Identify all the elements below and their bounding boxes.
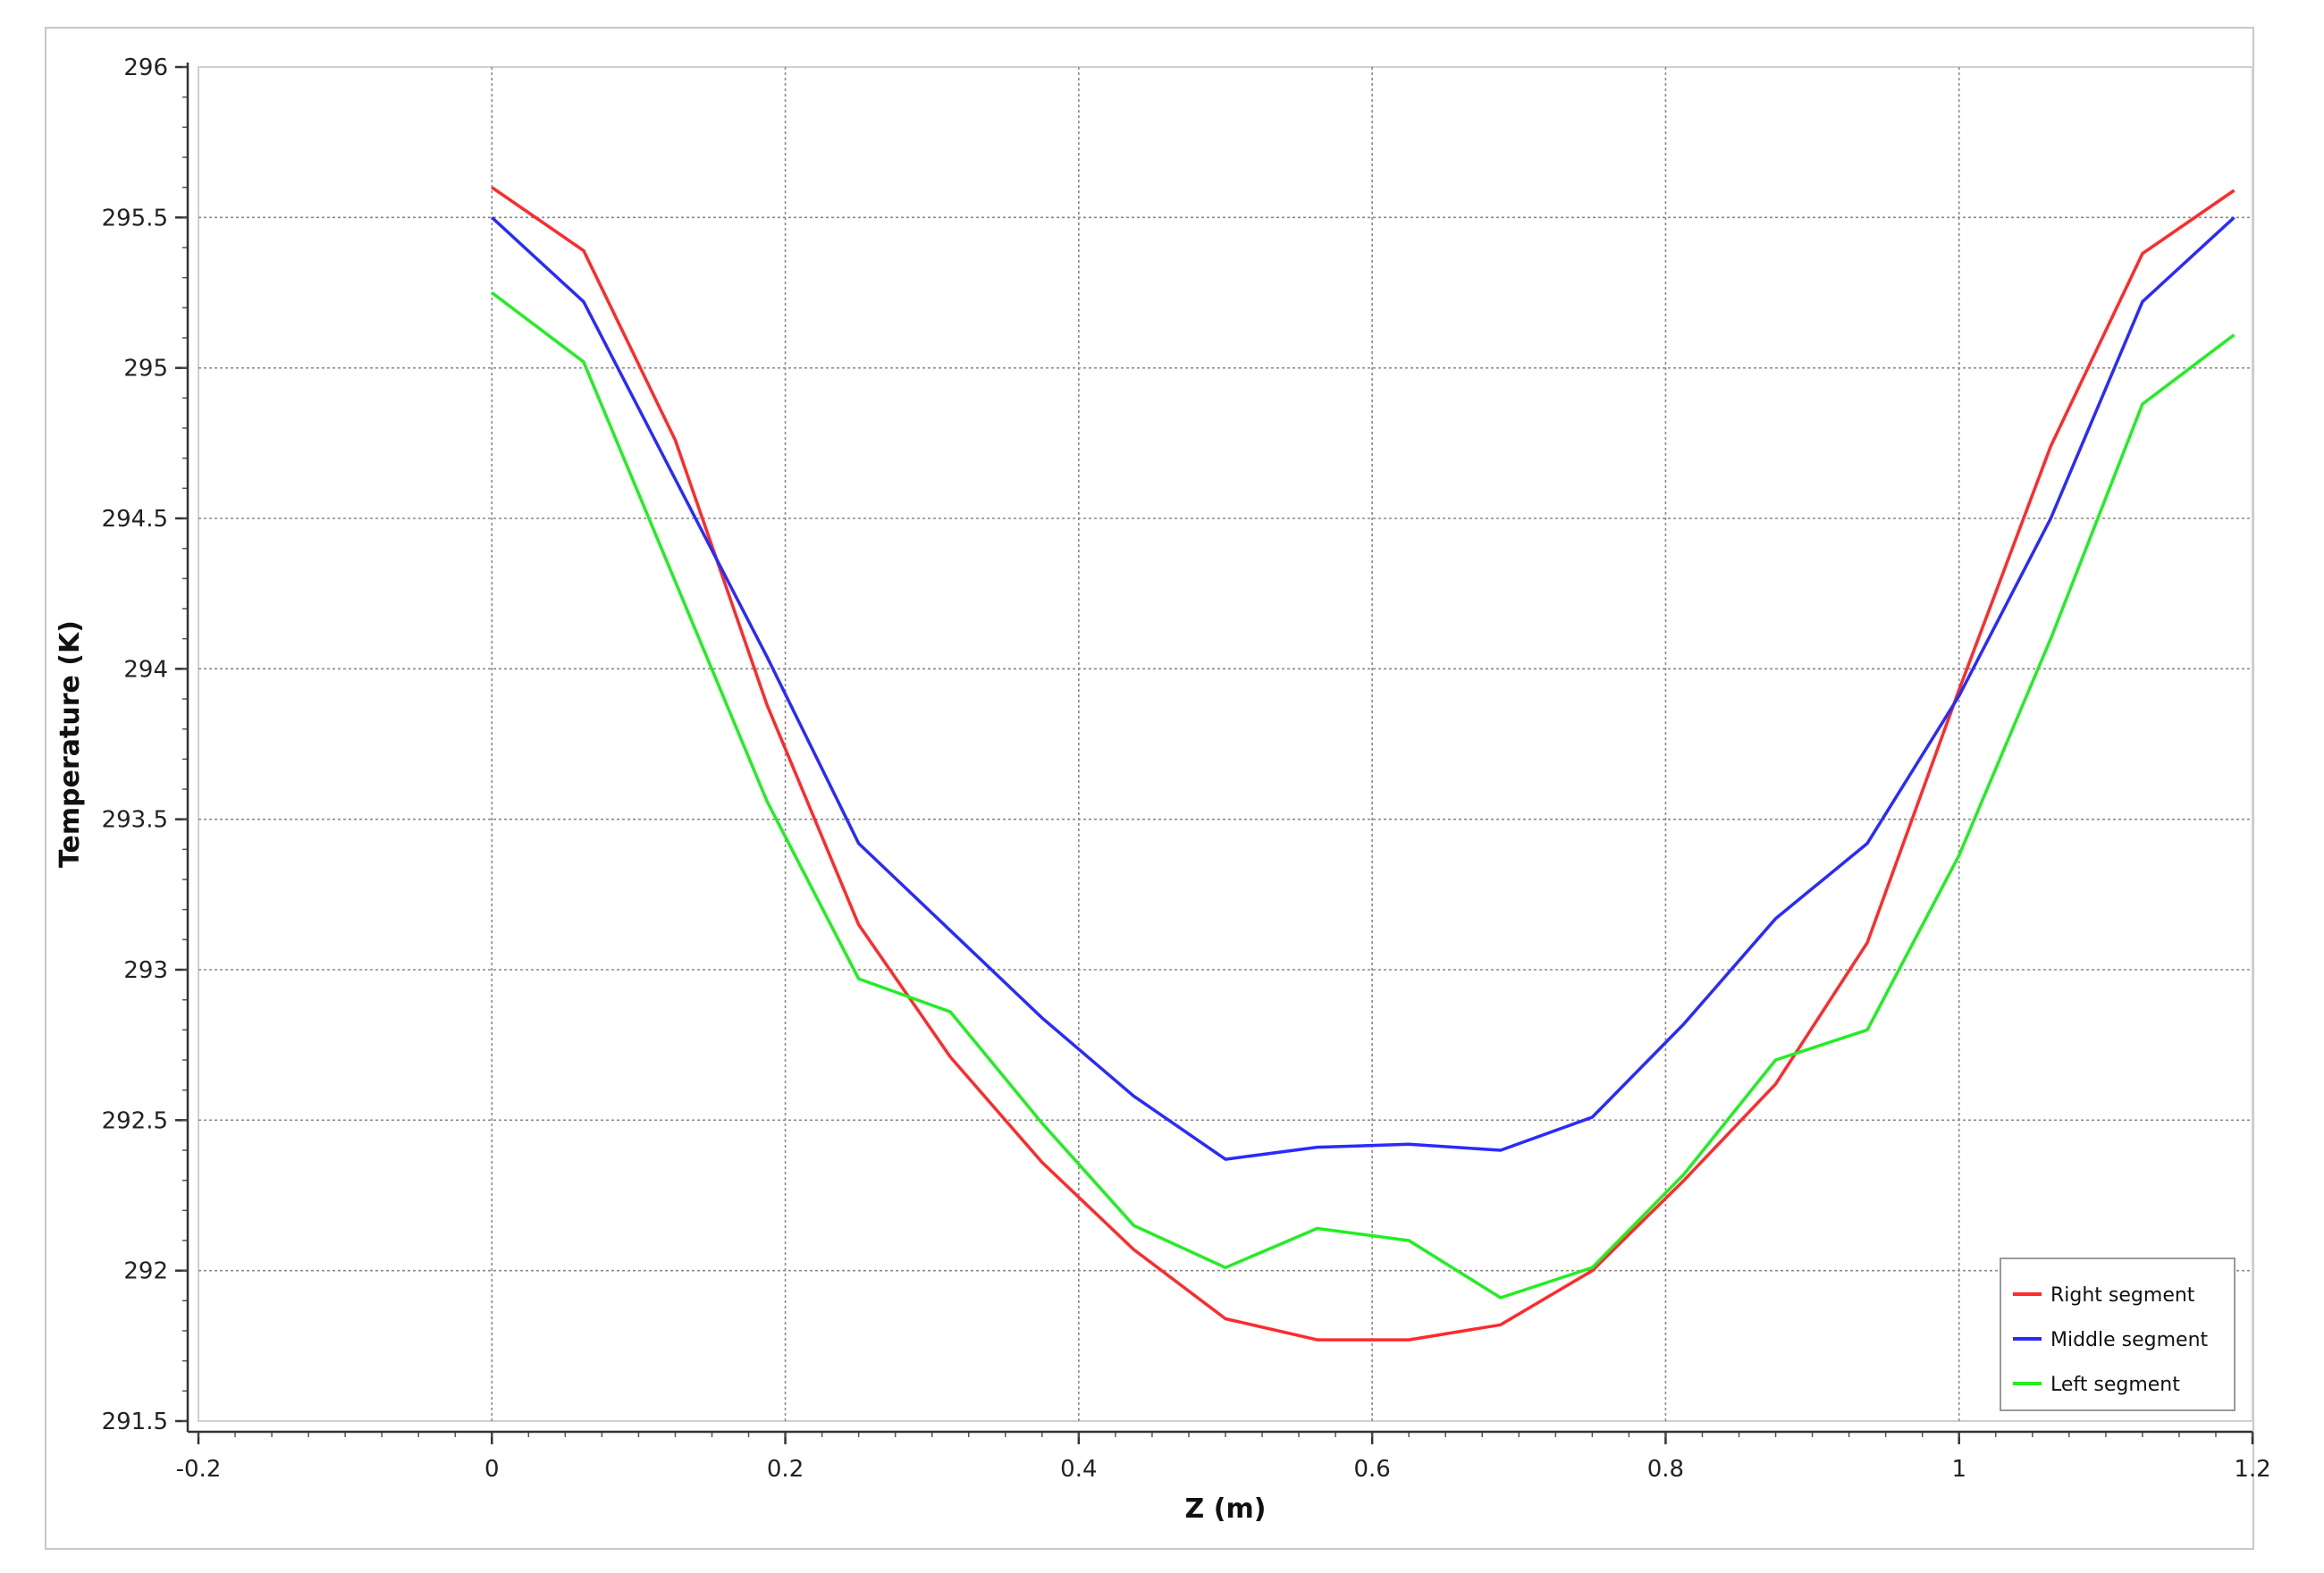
y-tick-label: 294.5 <box>102 506 168 533</box>
x-tick-label: 0.2 <box>767 1456 804 1483</box>
x-tick-label: 0 <box>484 1456 500 1483</box>
y-tick-label: 291.5 <box>102 1409 168 1435</box>
x-tick-label: 0.8 <box>1647 1456 1684 1483</box>
series-line <box>491 186 2236 1342</box>
y-tick-label: 292 <box>123 1258 168 1285</box>
x-tick-label: 0.4 <box>1060 1456 1097 1483</box>
series-line <box>491 216 2236 1161</box>
x-tick-label: -0.2 <box>176 1456 222 1483</box>
y-axis-title: Temperature (K) <box>55 620 86 868</box>
x-tick-label: 1.2 <box>2234 1456 2270 1483</box>
y-tick-label: 293.5 <box>102 807 168 834</box>
y-tick-label: 295.5 <box>102 205 168 231</box>
legend-label: Middle segment <box>2050 1329 2209 1351</box>
x-tick-label: 1 <box>1951 1456 1966 1483</box>
x-tick-label: 0.6 <box>1353 1456 1390 1483</box>
y-tick-label: 295 <box>123 356 168 383</box>
series-lines <box>491 186 2236 1342</box>
y-tick-label: 292.5 <box>102 1107 168 1134</box>
y-tick-label: 293 <box>123 957 168 984</box>
y-tick-label: 296 <box>123 55 168 81</box>
axes: -0.2 0 0.2 0.4 0.6 0.8 1 1.2 291.5 292 292.5 293 293… <box>102 55 2271 1483</box>
x-axis-title: Z (m) <box>1185 1493 1267 1525</box>
series-line <box>491 291 2236 1300</box>
plot-area <box>198 66 2253 1422</box>
legend: Right segment Middle segment Left segment <box>2000 1258 2236 1411</box>
legend-label: Left segment <box>2050 1374 2180 1396</box>
y-tick-label: 294 <box>123 656 168 683</box>
grid <box>198 66 2253 1422</box>
legend-label: Right segment <box>2050 1284 2195 1307</box>
